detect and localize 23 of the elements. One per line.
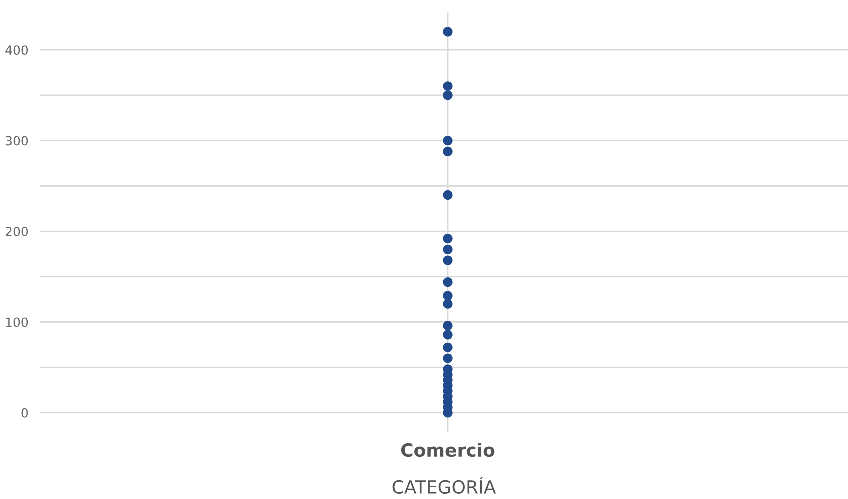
point	[443, 330, 453, 340]
point	[443, 190, 453, 200]
y-tick-label: 300	[6, 136, 28, 146]
y-tick-label: 100	[6, 318, 28, 328]
y-tick-label: 0	[22, 408, 28, 418]
y-tick-label: 400	[6, 46, 28, 56]
point	[443, 291, 453, 301]
point	[443, 256, 453, 266]
point	[443, 354, 453, 364]
point	[443, 146, 453, 157]
point	[443, 278, 453, 288]
point	[443, 321, 453, 331]
point	[443, 82, 453, 92]
x-tick-label: Comercio	[401, 443, 495, 458]
point	[443, 244, 453, 254]
point	[443, 234, 453, 244]
y-tick-label: 200	[6, 226, 28, 236]
point	[443, 90, 453, 100]
point	[443, 136, 453, 146]
point	[443, 299, 453, 309]
point	[443, 27, 453, 37]
x-axis-title: CATEGORÍA	[392, 477, 496, 494]
point	[443, 342, 453, 352]
